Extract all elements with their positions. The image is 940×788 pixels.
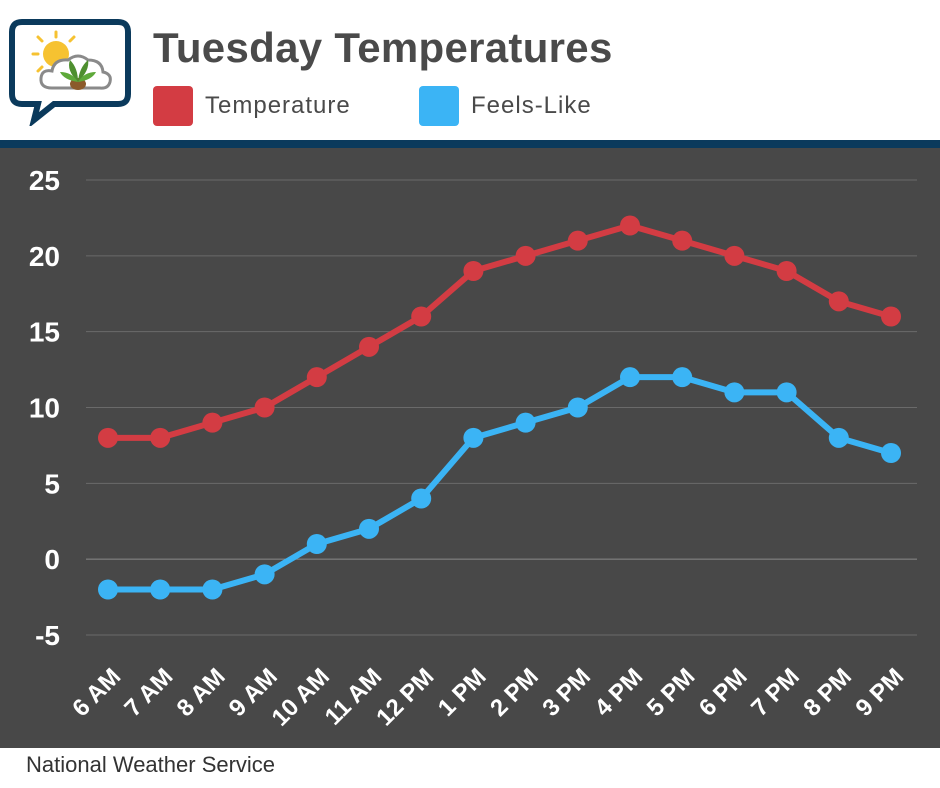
legend-item-feels-like: Feels-Like (419, 86, 592, 126)
x-tick-label: 10 AM (267, 663, 335, 731)
x-tick-label: 7 PM (746, 663, 805, 722)
x-tick-label: 8 PM (798, 663, 857, 722)
x-tick-label: 12 PM (371, 663, 439, 731)
x-tick-label: 8 AM (172, 663, 231, 722)
y-tick-label: -5 (35, 620, 60, 651)
weather-logo-icon (9, 19, 131, 126)
x-tick-label: 6 PM (694, 663, 753, 722)
data-point-temperature (515, 245, 536, 266)
data-point-feels-like (776, 382, 797, 403)
data-point-feels-like (881, 443, 901, 463)
data-point-temperature (202, 412, 223, 433)
data-point-feels-like (463, 427, 484, 448)
header: Tuesday Temperatures Temperature Feels-L… (0, 0, 940, 140)
y-tick-label: 10 (29, 393, 60, 424)
legend-item-temperature: Temperature (153, 86, 351, 126)
data-point-feels-like (411, 488, 432, 509)
legend-swatch-feels-like (419, 86, 459, 126)
x-tick-label: 9 PM (851, 663, 910, 722)
data-point-feels-like (254, 564, 275, 585)
y-tick-label: 25 (29, 165, 60, 196)
data-point-feels-like (567, 397, 588, 418)
data-point-feels-like (620, 367, 640, 388)
data-point-temperature (254, 397, 275, 418)
data-point-feels-like (515, 412, 536, 433)
y-tick-label: 15 (29, 317, 60, 348)
chart-panel (0, 148, 940, 748)
data-point-feels-like (306, 534, 327, 554)
data-point-temperature (98, 427, 118, 448)
data-point-feels-like (828, 427, 849, 448)
y-tick-label: 5 (44, 468, 60, 499)
series-line-temperature (105, 222, 894, 441)
data-point-temperature (150, 427, 171, 448)
x-tick-label: 4 PM (590, 663, 649, 722)
y-tick-label: 20 (29, 241, 60, 272)
x-tick-label: 3 PM (537, 663, 596, 722)
x-tick-label: 11 AM (320, 663, 388, 731)
header-divider (0, 140, 940, 148)
x-tick-label: 2 PM (485, 663, 544, 722)
data-point-temperature (776, 261, 797, 281)
data-point-feels-like (672, 367, 693, 388)
legend-label-temperature: Temperature (205, 92, 351, 119)
data-point-feels-like (359, 518, 379, 539)
data-point-temperature (567, 230, 588, 251)
data-point-temperature (411, 306, 432, 327)
data-point-temperature (359, 336, 379, 357)
data-point-temperature (306, 367, 327, 388)
page-title: Tuesday Temperatures (153, 24, 613, 71)
x-tick-label: 1 PM (433, 663, 492, 722)
source-credit: National Weather Service (26, 752, 276, 777)
legend-swatch-temperature (153, 86, 193, 126)
data-point-temperature (620, 215, 640, 236)
data-point-feels-like (98, 579, 118, 600)
data-point-temperature (724, 245, 745, 266)
x-tick-label: 5 PM (642, 663, 701, 722)
data-point-temperature (828, 291, 849, 312)
data-point-feels-like (724, 382, 745, 403)
data-point-feels-like (202, 579, 223, 600)
y-tick-label: 0 (44, 544, 60, 575)
data-point-feels-like (150, 579, 171, 600)
x-tick-label: 6 AM (67, 663, 126, 722)
x-tick-label: 7 AM (119, 663, 178, 722)
data-point-temperature (672, 230, 693, 251)
data-point-temperature (881, 306, 901, 327)
legend-label-feels-like: Feels-Like (471, 92, 592, 119)
series-line-feels-like (105, 374, 894, 593)
data-point-temperature (463, 261, 484, 281)
